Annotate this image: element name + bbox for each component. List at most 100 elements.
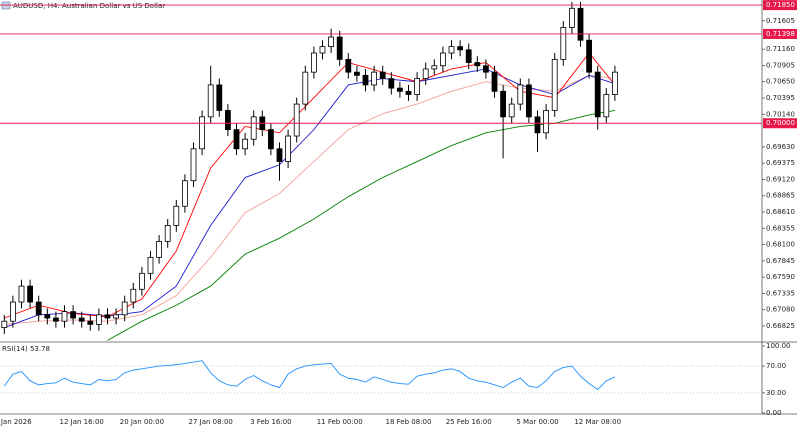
candle-body: [414, 78, 421, 95]
candle-body: [181, 180, 188, 207]
candle-body: [560, 27, 567, 60]
candle-body: [207, 84, 214, 118]
y-tick-label: 100.00: [766, 342, 791, 350]
y-tick-label: 70.00: [766, 362, 786, 370]
candle-body: [61, 311, 68, 322]
candle-body: [517, 84, 524, 105]
candle-body: [534, 116, 541, 134]
y-tick-label: 0.68610: [766, 208, 795, 216]
x-tick-label: 5 Jan 2026: [0, 418, 32, 426]
x-tick-label: 25 Feb 16:00: [446, 418, 492, 426]
y-tick-label: 0.69120: [766, 175, 795, 183]
y-tick-label: 0.69630: [766, 143, 795, 151]
level-label: 0.71850: [766, 1, 795, 9]
candle-body: [543, 110, 549, 134]
y-tick-label: 0.70650: [766, 78, 795, 86]
candle-body: [9, 301, 16, 322]
x-tick-label: 5 Mar 00:00: [516, 418, 558, 426]
candle-body: [594, 71, 601, 118]
candle-body: [216, 84, 223, 111]
x-tick-label: 3 Feb 16:00: [250, 418, 291, 426]
candle-body: [328, 36, 335, 48]
candle-body: [310, 52, 317, 73]
y-tick-label: 0.69375: [766, 159, 795, 167]
y-tick-label: 0.68355: [766, 224, 795, 232]
candle-body: [371, 71, 378, 86]
y-tick-label: 0.68865: [766, 192, 795, 200]
candle-body: [224, 110, 231, 131]
candle-body: [353, 71, 360, 76]
candle-body: [431, 65, 438, 70]
candle-body: [465, 49, 472, 63]
level-label-box: [763, 0, 797, 11]
x-tick-label: 11 Feb 00:00: [317, 418, 363, 426]
x-tick-label: 20 Jan 00:00: [120, 418, 164, 426]
candle-body: [448, 46, 455, 54]
candle-body: [526, 84, 532, 118]
level-label-box: [763, 28, 797, 39]
level-label: 0.70000: [766, 119, 795, 127]
candle-body: [577, 7, 584, 41]
candle-body: [500, 90, 507, 118]
candle-body: [121, 301, 128, 316]
candle-body: [612, 71, 618, 95]
candle-body: [250, 116, 257, 140]
rsi-label: RSI(14) 53.78: [2, 345, 50, 353]
candle-body: [491, 71, 498, 92]
y-tick-label: 0.71160: [766, 45, 795, 53]
x-tick-label: 12 Mar 08:00: [574, 418, 621, 426]
y-tick-label: 0.67590: [766, 273, 795, 281]
candle-body: [78, 317, 85, 322]
candle-body: [164, 225, 171, 242]
candle-body: [551, 58, 558, 111]
candle-body: [35, 301, 42, 316]
candle-body: [569, 7, 575, 28]
candle-body: [96, 314, 102, 325]
candle-body: [405, 90, 412, 95]
candle-body: [293, 103, 300, 137]
candle-body: [156, 240, 163, 258]
candle-body: [87, 320, 94, 325]
candle-body: [276, 148, 283, 162]
level-label-box: [763, 118, 797, 129]
y-tick-label: 0.70395: [766, 94, 795, 102]
y-tick-label: 0.67845: [766, 257, 795, 265]
y-tick-label: 0.68100: [766, 241, 795, 249]
candle-body: [130, 288, 137, 303]
candle-body: [603, 94, 610, 118]
candle-body: [190, 148, 197, 182]
candle-body: [285, 135, 292, 162]
y-tick-label: 0.67335: [766, 289, 795, 297]
candle-body: [319, 46, 326, 54]
y-tick-label: 0.70140: [766, 110, 795, 118]
candle-body: [44, 314, 51, 319]
candle-body: [302, 71, 309, 105]
rsi-line: [3, 360, 616, 391]
candle-body: [586, 39, 592, 73]
candle-body: [147, 256, 154, 274]
y-tick-label: 0.71605: [766, 17, 795, 25]
y-tick-label: 0.67080: [766, 306, 795, 314]
candle-body: [199, 116, 206, 150]
candle-body: [396, 87, 403, 92]
candle-body: [138, 272, 145, 290]
candle-body: [53, 317, 59, 322]
candle-body: [1, 320, 8, 328]
chart-title: AUDUSD, H4: Australian Dollar vs US Doll…: [13, 2, 165, 10]
candle-body: [242, 138, 249, 150]
y-tick-label: 0.70905: [766, 61, 795, 69]
candle-body: [70, 311, 76, 319]
candle-body: [379, 71, 386, 79]
candle-body: [482, 65, 489, 73]
x-tick-label: 27 Jan 08:00: [189, 418, 233, 426]
y-tick-label: 30.00: [766, 389, 786, 397]
candle-body: [267, 129, 274, 150]
candle-body: [457, 46, 464, 51]
candle-body: [336, 36, 343, 60]
candle-body: [439, 52, 446, 67]
candle-body: [173, 205, 180, 226]
candle-body: [113, 314, 119, 319]
candle-body: [18, 285, 25, 303]
